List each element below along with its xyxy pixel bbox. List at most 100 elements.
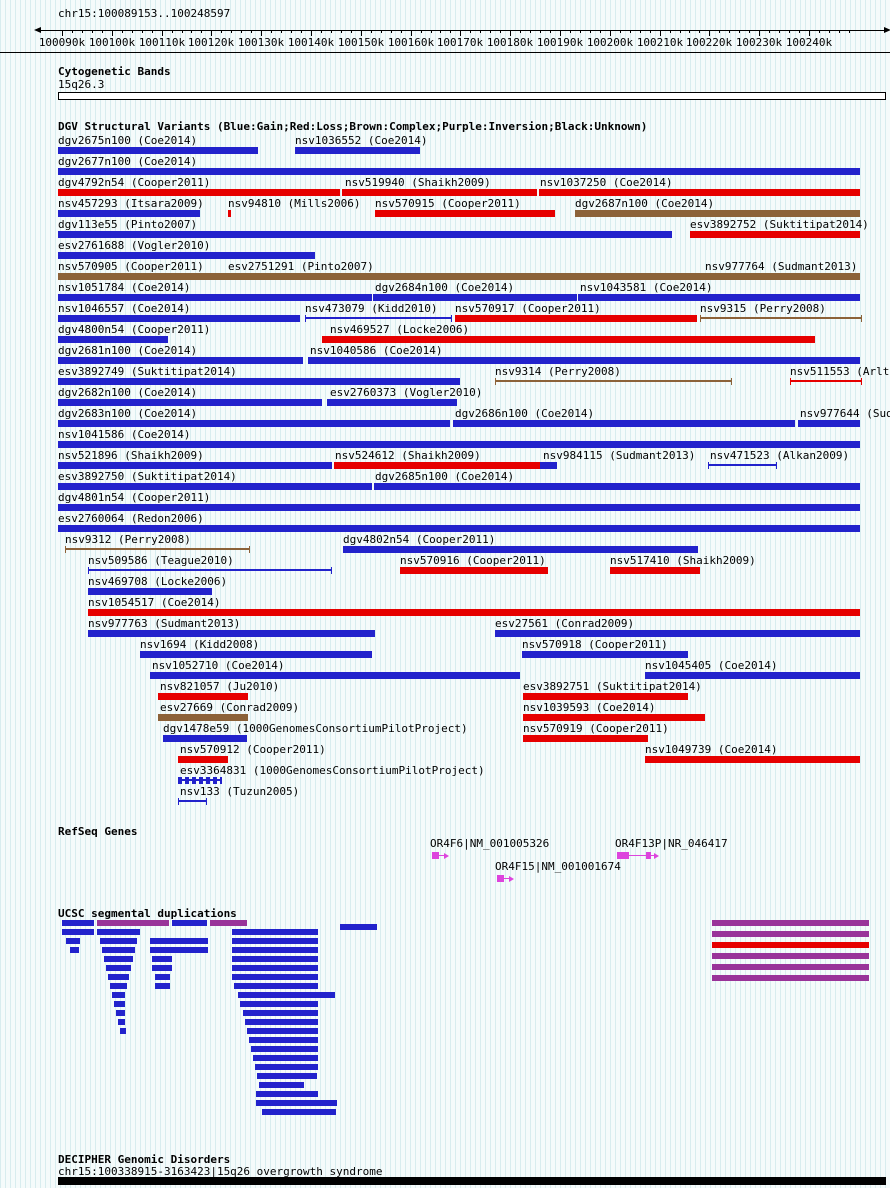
variant-label[interactable]: nsv1051784 (Coe2014) [58,281,191,294]
variant-label[interactable]: nsv1041586 (Coe2014) [58,428,191,441]
variant-bar[interactable] [58,168,860,175]
variant-bar[interactable] [578,294,860,301]
cytoband-track[interactable] [58,92,886,100]
variant-label[interactable]: esv27669 (Conrad2009) [160,701,300,714]
segdup-bar[interactable] [232,965,318,971]
segdup-bar[interactable] [152,965,172,971]
variant-bar[interactable] [334,462,540,469]
segdup-bar[interactable] [150,947,208,953]
variant-label[interactable]: dgv4800n54 (Cooper2011) [58,323,211,336]
variant-bar[interactable] [88,588,212,595]
variant-bar[interactable] [645,672,860,679]
segdup-bar[interactable] [259,1082,304,1088]
segdup-bar[interactable] [247,1028,318,1034]
variant-label[interactable]: nsv509586 (Teague2010) [88,554,234,567]
variant-label[interactable]: nsv977763 (Sudmant2013) [88,617,241,630]
variant-bar[interactable] [798,420,860,427]
gene-glyph[interactable] [497,875,515,883]
variant-bar[interactable] [343,546,698,553]
variant-label[interactable]: nsv1039593 (Coe2014) [523,701,656,714]
variant-bar[interactable] [178,777,222,784]
variant-label[interactable]: nsv570918 (Cooper2011) [522,638,668,651]
gene-glyph[interactable] [617,852,661,860]
variant-bar[interactable] [178,798,207,805]
variant-label[interactable]: nsv984115 (Sudmant2013) [543,449,696,462]
variant-label[interactable]: nsv133 (Tuzun2005) [180,785,300,798]
segdup-bar[interactable] [712,931,869,937]
gene-label[interactable]: OR4F15|NM_001001674 [495,860,621,873]
segdup-bar[interactable] [155,983,170,989]
variant-label[interactable]: nsv1694 (Kidd2008) [140,638,260,651]
variant-label[interactable]: nsv977644 (Sudmant2013) [800,407,890,420]
segdup-bar[interactable] [172,920,207,926]
segdup-bar[interactable] [340,924,377,930]
variant-label[interactable]: nsv570917 (Cooper2011) [455,302,601,315]
variant-label[interactable]: dgv2682n100 (Coe2014) [58,386,198,399]
segdup-bar[interactable] [253,1055,318,1061]
variant-bar[interactable] [295,147,420,154]
variant-label[interactable]: nsv977764 (Sudmant2013) [705,260,858,273]
gene-label[interactable]: OR4F13P|NR_046417 [615,837,728,850]
variant-bar[interactable] [58,336,168,343]
segdup-bar[interactable] [110,983,127,989]
variant-label[interactable]: esv2751291 (Pinto2007) [228,260,374,273]
variant-label[interactable]: nsv1045405 (Coe2014) [645,659,778,672]
segdup-bar[interactable] [256,1100,337,1106]
segdup-bar[interactable] [243,1010,318,1016]
variant-bar[interactable] [342,189,537,196]
variant-bar[interactable] [228,210,231,217]
variant-label[interactable]: nsv511553 (Arlt2011) [790,365,890,378]
variant-label[interactable]: nsv469527 (Locke2006) [330,323,470,336]
variant-bar[interactable] [322,336,815,343]
variant-label[interactable]: nsv1036552 (Coe2014) [295,134,428,147]
variant-label[interactable]: nsv469708 (Locke2006) [88,575,228,588]
variant-bar[interactable] [523,693,688,700]
variant-label[interactable]: esv3892752 (Suktitipat2014) [690,218,869,231]
variant-bar[interactable] [790,378,862,385]
variant-label[interactable]: esv3892749 (Suktitipat2014) [58,365,237,378]
variant-label[interactable]: dgv2687n100 (Coe2014) [575,197,715,210]
variant-bar[interactable] [226,273,702,280]
variant-bar[interactable] [58,315,300,322]
variant-bar[interactable] [522,651,688,658]
variant-label[interactable]: nsv570915 (Cooper2011) [375,197,521,210]
variant-label[interactable]: nsv519940 (Shaikh2009) [345,176,491,189]
segdup-bar[interactable] [114,1001,125,1007]
variant-label[interactable]: dgv4792n54 (Cooper2011) [58,176,211,189]
variant-bar[interactable] [58,441,860,448]
variant-bar[interactable] [400,567,548,574]
variant-bar[interactable] [58,189,340,196]
variant-label[interactable]: esv27561 (Conrad2009) [495,617,635,630]
variant-bar[interactable] [58,462,332,469]
variant-bar[interactable] [58,357,303,364]
variant-label[interactable]: esv3364831 (1000GenomesConsortiumPilotPr… [180,764,485,777]
segdup-bar[interactable] [120,1028,126,1034]
variant-label[interactable]: nsv570916 (Cooper2011) [400,554,546,567]
variant-label[interactable]: nsv1037250 (Coe2014) [540,176,673,189]
variant-label[interactable]: dgv4801n54 (Cooper2011) [58,491,211,504]
variant-bar[interactable] [65,546,250,553]
variant-label[interactable]: nsv94810 (Mills2006) [228,197,361,210]
variant-bar[interactable] [58,294,372,301]
variant-label[interactable]: esv2760373 (Vogler2010) [330,386,483,399]
variant-label[interactable]: nsv9315 (Perry2008) [700,302,826,315]
segdup-bar[interactable] [210,920,247,926]
variant-label[interactable]: esv3892751 (Suktitipat2014) [523,680,702,693]
variant-bar[interactable] [645,756,860,763]
segdup-bar[interactable] [116,1010,125,1016]
segdup-bar[interactable] [712,942,869,948]
segdup-bar[interactable] [262,1109,336,1115]
variant-bar[interactable] [327,399,457,406]
variant-bar[interactable] [163,735,247,742]
variant-bar[interactable] [88,630,375,637]
segdup-bar[interactable] [255,1064,318,1070]
segdup-bar[interactable] [112,992,125,998]
variant-bar[interactable] [58,420,450,427]
decipher-region-bar[interactable] [58,1177,886,1185]
variant-label[interactable]: nsv570905 (Cooper2011) [58,260,204,273]
variant-bar[interactable] [453,420,795,427]
variant-bar[interactable] [495,630,860,637]
variant-label[interactable]: esv2760064 (Redon2006) [58,512,204,525]
variant-bar[interactable] [495,378,732,385]
variant-bar[interactable] [88,567,332,574]
